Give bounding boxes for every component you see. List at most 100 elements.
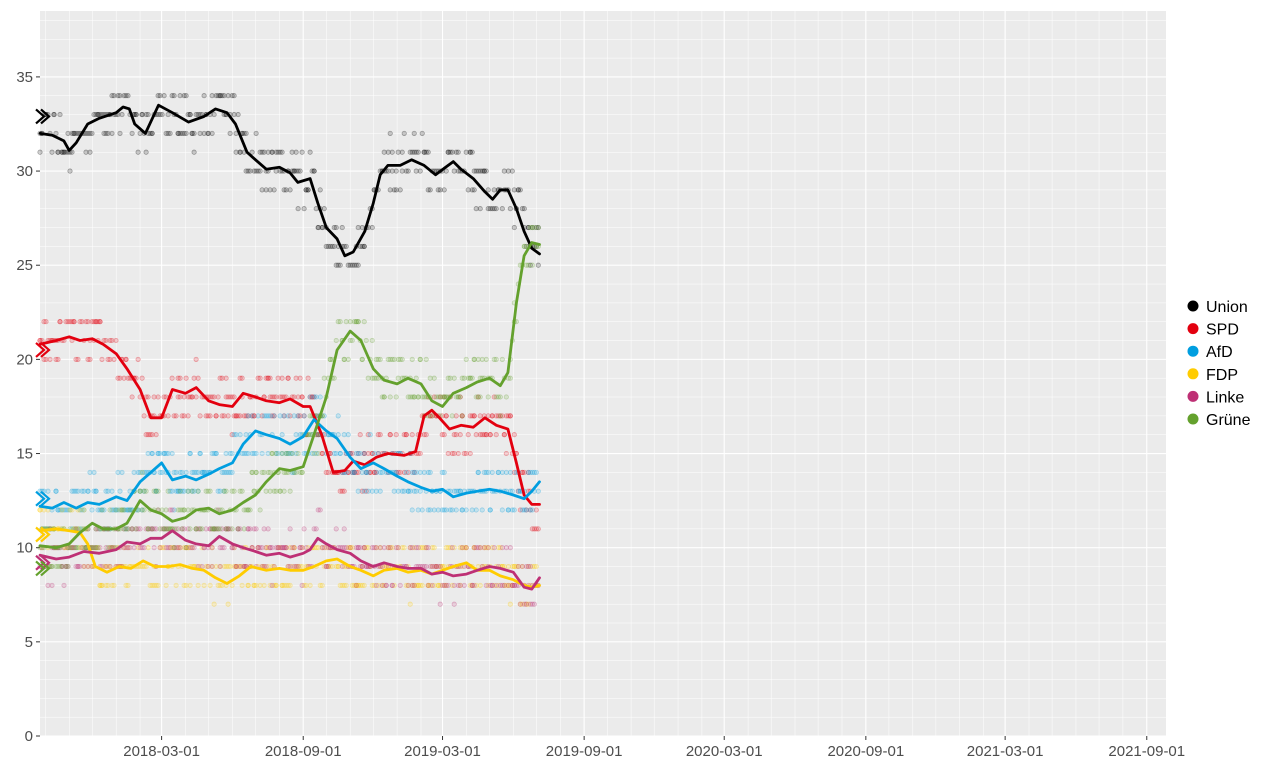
poll-dot (115, 93, 121, 99)
poll-dot (329, 243, 335, 249)
poll-dot (251, 582, 257, 588)
poll-dot (145, 450, 151, 457)
poll-dot (459, 507, 465, 513)
poll-dot (421, 149, 427, 155)
poll-dot (37, 337, 43, 344)
x-tick-label: 2021-03-01 (967, 743, 1044, 760)
poll-dot (189, 469, 195, 475)
poll-dot (317, 187, 323, 193)
poll-dot (209, 130, 215, 136)
poll-dot (325, 469, 331, 475)
poll-dot (75, 545, 81, 551)
legend-label-afd: AfD (1206, 344, 1233, 361)
poll-dot (257, 582, 263, 588)
poll-dot (377, 488, 383, 494)
poll-dot (199, 469, 205, 475)
poll-dot (169, 375, 175, 381)
poll-dot (257, 507, 263, 513)
poll-dot (193, 394, 199, 400)
poll-dot (411, 130, 417, 136)
poll-dot (413, 582, 419, 588)
poll-dot (449, 545, 455, 551)
poll-dot (255, 375, 261, 381)
poll-dot (501, 432, 507, 438)
poll-dot (165, 488, 171, 494)
poll-dot (217, 563, 223, 570)
poll-dot (169, 507, 175, 513)
poll-dot (279, 582, 285, 588)
poll-dot (95, 545, 101, 551)
poll-dot (451, 168, 457, 174)
poll-dot (125, 582, 131, 588)
poll-dot (349, 469, 355, 475)
poll-dot (405, 488, 411, 494)
poll-dot (101, 507, 107, 513)
poll-dot (345, 469, 351, 475)
poll-dot (403, 582, 409, 588)
poll-dot (59, 149, 65, 155)
poll-dot (401, 488, 407, 494)
poll-dot (463, 356, 469, 362)
poll-dot (59, 507, 65, 513)
poll-dot (211, 601, 217, 607)
poll-dot (369, 450, 375, 457)
poll-dot (463, 545, 469, 551)
poll-dot (421, 149, 427, 155)
poll-dot (89, 130, 95, 136)
poll-dot (331, 375, 337, 381)
poll-dot (497, 545, 503, 551)
poll-dot (245, 450, 251, 457)
poll-dot (63, 319, 69, 325)
poll-dot (477, 394, 483, 400)
poll-dot (413, 488, 419, 494)
poll-dot (267, 187, 273, 193)
poll-dot (269, 394, 275, 400)
poll-dot (139, 112, 145, 118)
poll-dot (435, 582, 441, 588)
poll-dot (123, 93, 129, 99)
poll-dot (381, 582, 387, 588)
poll-dot (375, 432, 381, 438)
poll-dot (459, 545, 465, 551)
poll-dot (337, 488, 343, 494)
poll-dot (285, 450, 291, 457)
poll-dot (401, 130, 407, 136)
poll-dot (463, 450, 469, 457)
poll-dot (429, 582, 435, 588)
poll-dot (517, 601, 523, 607)
poll-dot (269, 582, 275, 588)
poll-dot (423, 149, 429, 155)
poll-dot (117, 488, 123, 494)
poll-dot (267, 394, 273, 400)
poll-dot (143, 112, 149, 118)
poll-dot (411, 469, 417, 475)
poll-dot (237, 149, 243, 155)
poll-dot (523, 507, 529, 513)
poll-dot (225, 469, 231, 475)
poll-dot (429, 413, 435, 419)
poll-dot (293, 149, 299, 155)
poll-dot (87, 356, 93, 362)
poll-dot (227, 469, 233, 475)
poll-dot (95, 545, 101, 551)
poll-dot (225, 563, 231, 570)
y-tick-label: 0 (25, 728, 33, 745)
poll-dot (341, 488, 347, 494)
poll-dot (233, 563, 239, 570)
poll-dot (221, 563, 227, 570)
poll-dot (163, 582, 169, 588)
poll-dot (143, 469, 149, 475)
poll-dot (151, 545, 157, 551)
poll-dot (191, 149, 197, 155)
poll-dot (43, 356, 49, 362)
poll-dot (187, 112, 193, 118)
poll-dot (347, 262, 353, 268)
poll-dot (55, 149, 61, 155)
poll-dot (297, 563, 303, 570)
poll-dot (103, 563, 109, 570)
poll-dot (137, 469, 143, 475)
poll-dot (229, 394, 235, 400)
poll-dot (131, 469, 137, 475)
poll-dot (419, 545, 425, 551)
